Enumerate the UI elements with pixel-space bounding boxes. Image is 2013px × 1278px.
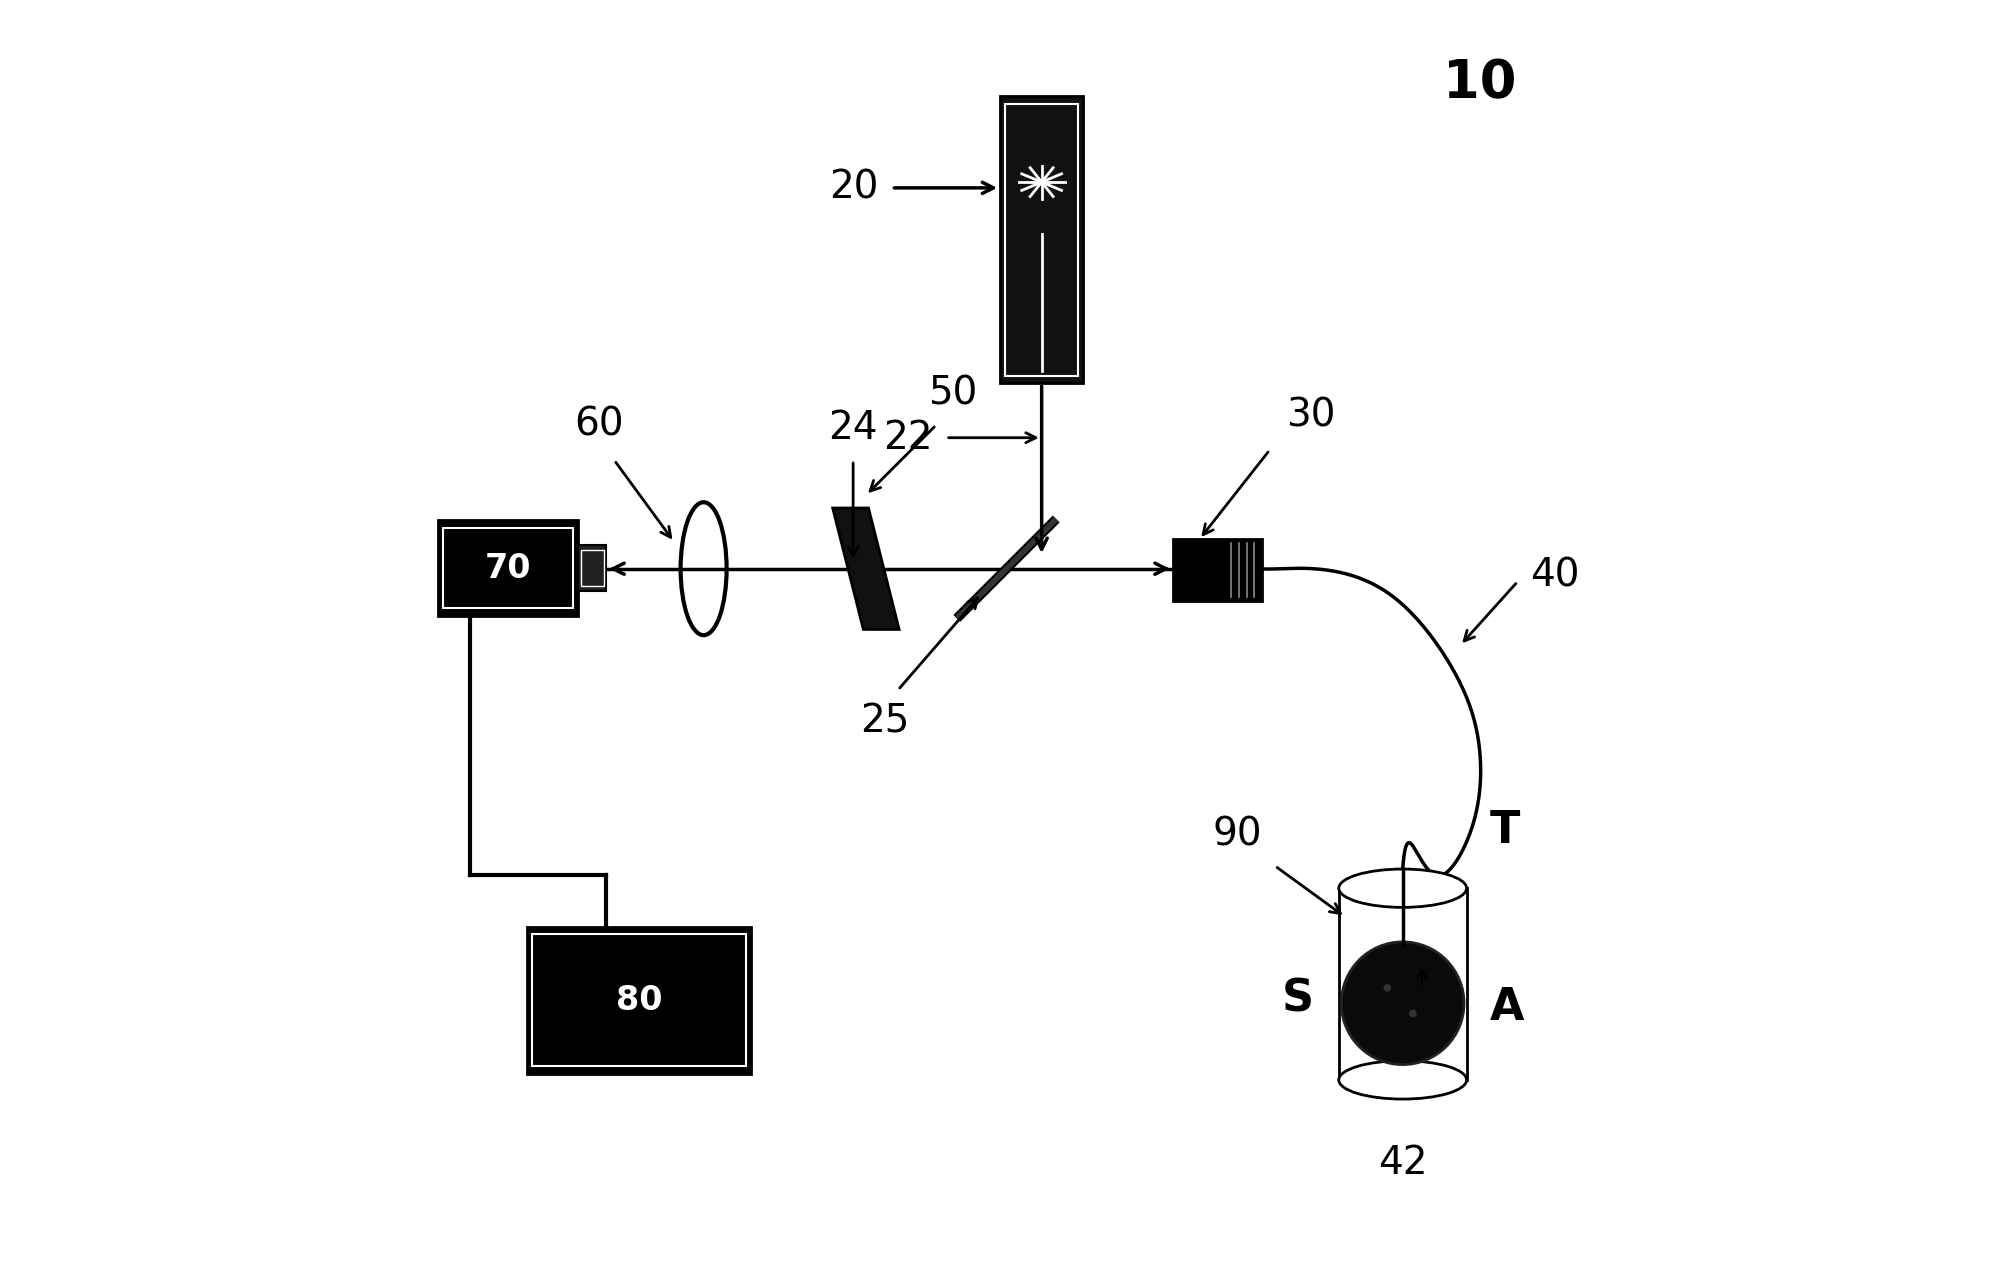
Text: 70: 70 xyxy=(485,552,531,584)
Bar xyxy=(1000,96,1083,383)
Text: 90: 90 xyxy=(1212,815,1262,854)
Bar xyxy=(443,528,574,608)
Bar xyxy=(578,546,606,592)
Bar xyxy=(527,927,751,1074)
Ellipse shape xyxy=(1383,984,1391,992)
Bar xyxy=(1174,539,1262,601)
Bar xyxy=(531,934,745,1066)
Text: 50: 50 xyxy=(928,374,978,413)
Polygon shape xyxy=(833,509,900,630)
Ellipse shape xyxy=(1339,1061,1467,1099)
Bar xyxy=(437,520,578,616)
Bar xyxy=(1004,104,1079,376)
Text: 24: 24 xyxy=(829,409,878,447)
Text: 60: 60 xyxy=(574,405,624,443)
Ellipse shape xyxy=(1339,869,1467,907)
Text: 30: 30 xyxy=(1286,396,1337,435)
Text: 25: 25 xyxy=(860,703,910,741)
Text: 20: 20 xyxy=(829,169,880,207)
Bar xyxy=(1339,888,1467,1080)
Text: 42: 42 xyxy=(1379,1144,1427,1182)
Ellipse shape xyxy=(1409,1010,1417,1017)
Text: 10: 10 xyxy=(1443,58,1516,109)
Ellipse shape xyxy=(1341,942,1463,1065)
Text: 22: 22 xyxy=(884,419,932,456)
Bar xyxy=(582,551,604,587)
Text: 80: 80 xyxy=(616,984,662,1016)
Text: A: A xyxy=(1490,985,1524,1029)
Text: S: S xyxy=(1282,978,1314,1021)
Text: 40: 40 xyxy=(1530,556,1580,594)
Text: T: T xyxy=(1490,809,1520,852)
